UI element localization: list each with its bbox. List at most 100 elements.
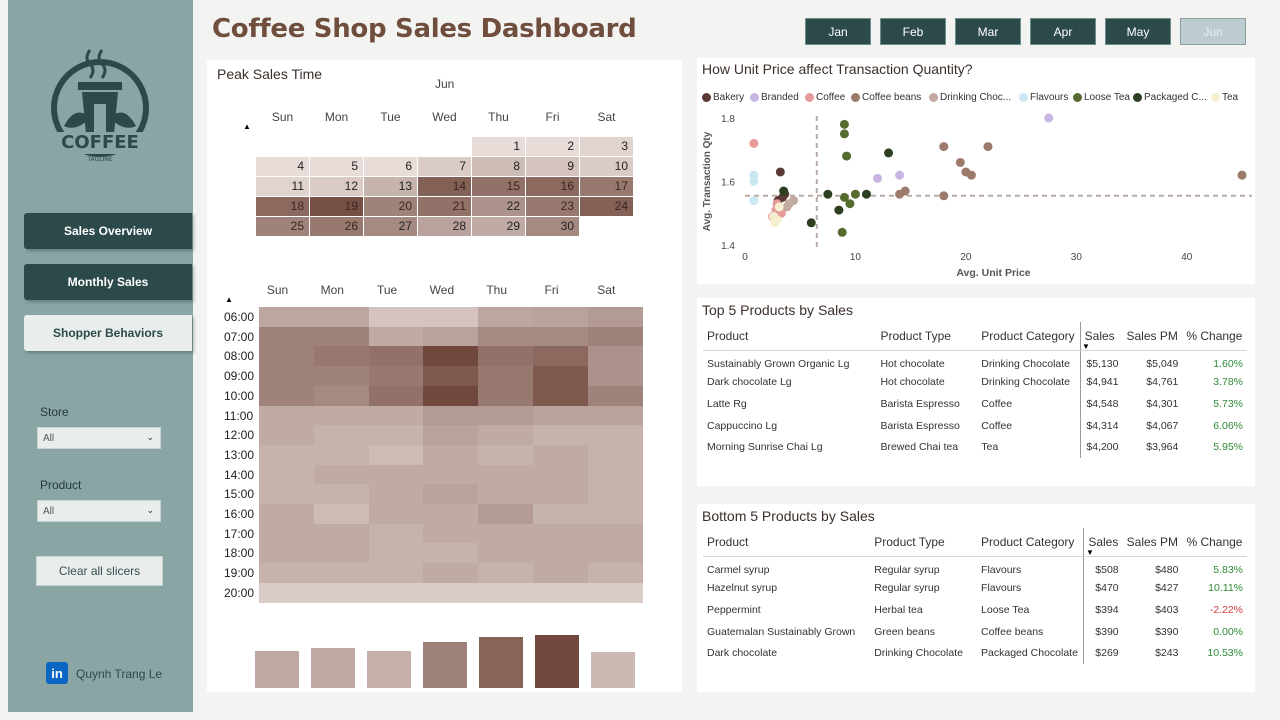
heatmap-cell[interactable] — [587, 385, 644, 406]
heatmap-cell[interactable] — [423, 425, 479, 446]
heatmap-cell[interactable] — [533, 504, 589, 525]
heatmap-cell[interactable] — [259, 346, 315, 367]
heatmap-cell[interactable] — [478, 425, 534, 446]
table-row[interactable]: Carmel syrup Regular syrup Flavours $508 $48… — [703, 556, 1247, 578]
weekday-bar[interactable] — [367, 650, 411, 688]
heatmap-cell[interactable] — [368, 405, 424, 426]
scatter-point[interactable] — [839, 119, 849, 129]
table-row[interactable]: Dark chocolate Drinking Chocolate Packaged… — [703, 642, 1247, 664]
calendar-day-cell[interactable]: 2 — [526, 137, 579, 156]
heatmap-cell[interactable] — [478, 504, 534, 525]
heatmap-cell[interactable] — [478, 366, 534, 387]
scatter-point[interactable] — [842, 151, 852, 161]
column-header[interactable]: Sales PM — [1122, 528, 1183, 557]
heatmap-cell[interactable] — [368, 326, 424, 347]
scatter-point[interactable] — [1044, 113, 1054, 123]
calendar-day-cell[interactable]: 17 — [580, 177, 633, 196]
heatmap-cell[interactable] — [368, 346, 424, 367]
heatmap-cell[interactable] — [259, 425, 315, 446]
scatter-point[interactable] — [839, 192, 849, 202]
calendar-day-cell[interactable]: 28 — [418, 217, 471, 236]
column-header[interactable]: % Change — [1182, 528, 1247, 557]
heatmap-cell[interactable] — [587, 523, 644, 544]
weekday-bar[interactable] — [591, 651, 635, 688]
weekday-bar[interactable] — [535, 635, 579, 688]
heatmap-cell[interactable] — [423, 543, 479, 564]
heatmap-cell[interactable] — [423, 582, 479, 603]
month-button-may[interactable]: May — [1105, 18, 1171, 45]
heatmap-cell[interactable] — [478, 385, 534, 406]
scatter-point[interactable] — [939, 142, 949, 152]
heatmap-cell[interactable] — [368, 504, 424, 525]
heatmap-cell[interactable] — [533, 543, 589, 564]
calendar-day-cell[interactable]: 12 — [310, 177, 363, 196]
weekday-bar[interactable] — [479, 637, 523, 688]
heatmap-cell[interactable] — [533, 366, 589, 387]
scatter-point[interactable] — [782, 202, 792, 212]
scatter-point[interactable] — [837, 227, 847, 237]
scatter-point[interactable] — [884, 148, 894, 158]
calendar-day-cell[interactable]: 9 — [526, 157, 579, 176]
calendar-day-cell[interactable]: 22 — [472, 197, 525, 216]
calendar-day-cell[interactable]: 3 — [580, 137, 633, 156]
scatter-point[interactable] — [955, 157, 965, 167]
heatmap-cell[interactable] — [313, 366, 370, 387]
scatter-point[interactable] — [983, 142, 993, 152]
heatmap-cell[interactable] — [423, 504, 479, 525]
scatter-point[interactable] — [779, 186, 789, 196]
clear-slicers-button[interactable]: Clear all slicers — [36, 556, 163, 586]
scatter-point[interactable] — [772, 215, 782, 225]
heatmap-cell[interactable] — [423, 307, 479, 328]
sort-asc-icon[interactable]: ▲ — [225, 295, 233, 304]
calendar-day-cell[interactable]: 20 — [364, 197, 417, 216]
sort-desc-icon[interactable]: ▼ — [1086, 548, 1094, 557]
column-header[interactable]: Product Category — [977, 322, 1081, 351]
heatmap-cell[interactable] — [313, 484, 370, 505]
heatmap-cell[interactable] — [587, 582, 644, 603]
heatmap-cell[interactable] — [423, 563, 479, 584]
calendar-day-cell[interactable]: 30 — [526, 217, 579, 236]
legend-item[interactable]: Loose Tea — [1073, 92, 1130, 103]
column-header[interactable]: Sales — [1083, 528, 1123, 557]
heatmap-cell[interactable] — [478, 543, 534, 564]
heatmap-cell[interactable] — [259, 307, 315, 328]
heatmap-cell[interactable] — [533, 563, 589, 584]
heatmap-cell[interactable] — [533, 385, 589, 406]
heatmap-cell[interactable] — [423, 464, 479, 485]
scatter-point[interactable] — [939, 191, 949, 201]
heatmap-cell[interactable] — [587, 326, 644, 347]
heatmap-cell[interactable] — [313, 385, 370, 406]
heatmap-cell[interactable] — [313, 326, 370, 347]
legend-item[interactable]: Tea — [1211, 92, 1238, 103]
legend-item[interactable]: Coffee — [805, 92, 845, 103]
scatter-point[interactable] — [749, 138, 759, 148]
heatmap-cell[interactable] — [533, 582, 589, 603]
column-header[interactable]: Sales — [1079, 322, 1123, 351]
heatmap-cell[interactable] — [478, 405, 534, 426]
heatmap-cell[interactable] — [259, 543, 315, 564]
heatmap-cell[interactable] — [478, 563, 534, 584]
heatmap-cell[interactable] — [368, 484, 424, 505]
heatmap-cell[interactable] — [533, 307, 589, 328]
scatter-point[interactable] — [966, 170, 976, 180]
scatter-point[interactable] — [806, 218, 816, 228]
table-row[interactable]: Hazelnut syrup Regular syrup Flavours $470 $… — [703, 577, 1247, 600]
scatter-point[interactable] — [839, 129, 849, 139]
column-header[interactable]: % Change — [1182, 322, 1247, 351]
heatmap-cell[interactable] — [368, 385, 424, 406]
product-slicer[interactable]: All ⌄ — [37, 500, 161, 522]
month-button-mar[interactable]: Mar — [955, 18, 1021, 45]
heatmap-cell[interactable] — [368, 543, 424, 564]
heatmap-cell[interactable] — [423, 484, 479, 505]
scatter-point[interactable] — [861, 189, 871, 199]
heatmap-cell[interactable] — [313, 523, 370, 544]
calendar-day-cell[interactable]: 10 — [580, 157, 633, 176]
heatmap-cell[interactable] — [259, 504, 315, 525]
calendar-day-cell[interactable]: 15 — [472, 177, 525, 196]
heatmap-cell[interactable] — [478, 346, 534, 367]
heatmap-cell[interactable] — [478, 523, 534, 544]
heatmap-cell[interactable] — [478, 582, 534, 603]
sort-asc-icon[interactable]: ▲ — [243, 122, 251, 131]
nav-monthly-sales[interactable]: Monthly Sales — [24, 264, 192, 300]
heatmap-cell[interactable] — [313, 307, 370, 328]
